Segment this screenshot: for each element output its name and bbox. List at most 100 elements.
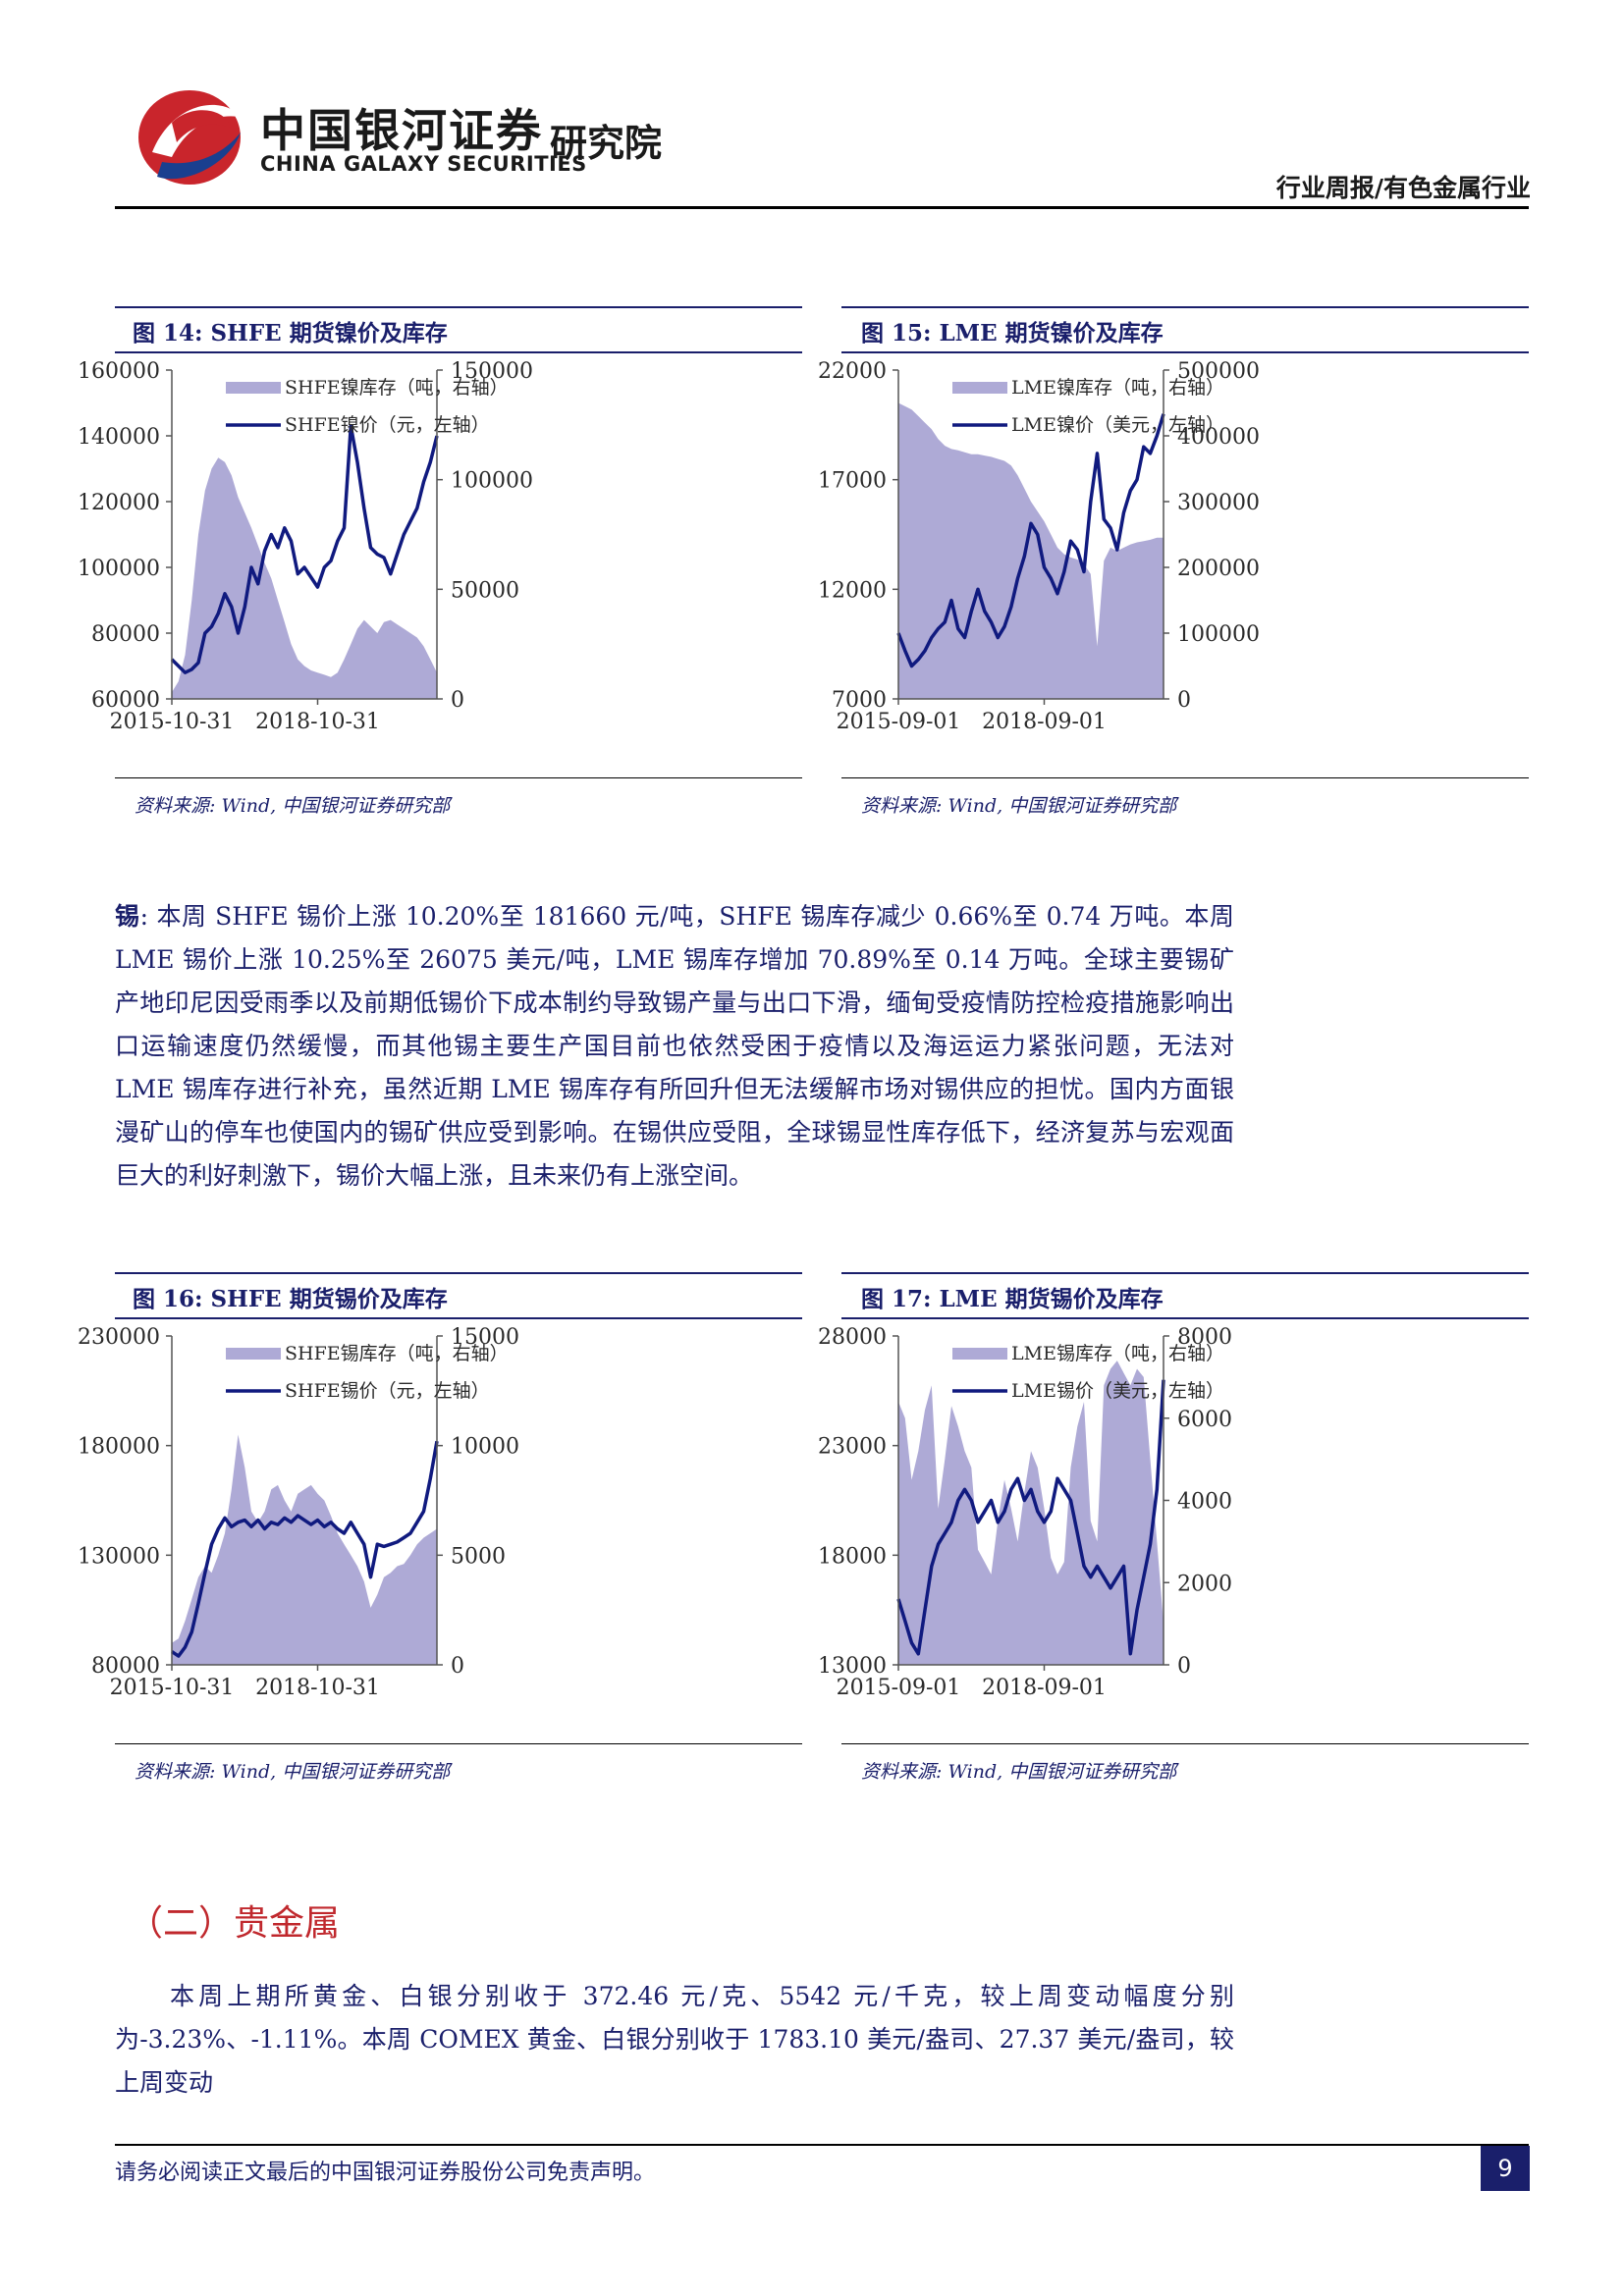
right-tick-label: 100000 [1177,622,1260,647]
legend-area-label: LME锡库存（吨，右轴） [1011,1343,1224,1364]
galaxy-logo-icon [138,90,243,185]
left-tick-label: 80000 [91,622,160,647]
fig17-bottom-rule [841,1743,1529,1744]
fig17-title-rule [841,1317,1529,1319]
tin-paragraph: 锡: 本周 SHFE 锡价上涨 10.20%至 181660 元/吨，SHFE … [115,895,1234,1198]
right-tick-label: 4000 [1177,1490,1232,1515]
inventory-area [898,402,1164,699]
left-tick-label: 13000 [818,1654,887,1679]
right-tick-label: 2000 [1177,1572,1232,1596]
left-tick-label: 7000 [832,688,887,713]
left-tick-label: 130000 [78,1544,160,1569]
tin-text: : 本周 SHFE 锡价上涨 10.20%至 181660 元/吨，SHFE 锡… [115,902,1234,1190]
fig14-chart: 160000 140000 120000 100000 80000 60000 150000… [78,359,533,734]
fig16-chart: 230000 180000 130000 80000 15000 10000 5000 0 20… [78,1325,519,1700]
legend-area-label: LME镍库存（吨，右轴） [1011,377,1224,399]
institute-name: 研究院 [550,122,663,165]
legend-area-swatch [226,382,281,394]
fig16-title-rule [115,1317,802,1319]
section-title: （二）贵金属 [128,1903,341,1944]
legend-area-swatch [226,1348,281,1360]
x-tick-label: 2018-10-31 [255,1676,380,1700]
left-tick-label: 80000 [91,1654,160,1679]
x-tick-label: 2018-09-01 [982,710,1107,734]
right-tick-label: 150000 [451,359,533,384]
left-tick-label: 230000 [78,1325,160,1350]
report-category: 行业周报/有色金属行业 [1275,174,1531,202]
legend-line-label: SHFE镍价（元，左轴） [285,414,490,436]
left-tick-label: 100000 [78,557,160,581]
left-tick-label: 140000 [78,425,160,450]
header-divider [115,206,1529,209]
company-logo: 中国银河证券 CHINA GALAXY SECURITIES 研究院 [133,83,682,191]
left-tick-label: 180000 [78,1435,160,1460]
left-tick-label: 120000 [78,491,160,515]
right-tick-label: 6000 [1177,1408,1232,1432]
brand-cn: 中国银河证券 [260,104,543,157]
left-tick-label: 18000 [818,1544,887,1569]
left-tick-label: 22000 [818,359,887,384]
fig16-top-rule [115,1272,802,1274]
right-tick-label: 100000 [451,469,533,494]
x-tick-label: 2015-10-31 [110,1676,235,1700]
right-tick-label: 0 [451,1654,464,1679]
fig14-title-rule [115,351,802,353]
left-tick-label: 17000 [818,469,887,494]
price-line [170,424,439,674]
x-tick-label: 2015-10-31 [110,710,235,734]
page-number: 9 [1481,2146,1530,2191]
left-tick-label: 160000 [78,359,160,384]
precious-paragraph: 本周上期所黄金、白银分别收于 372.46 元/克、5542 元/千克，较上周变… [115,1982,1234,2097]
right-tick-label: 200000 [1177,557,1260,581]
left-tick-label: 12000 [818,578,887,603]
fig15-bottom-rule [841,777,1529,778]
right-tick-label: 500000 [1177,359,1260,384]
legend-area-label: SHFE镍库存（吨，右轴） [285,377,509,399]
price-line [896,413,1165,668]
tin-lead: 锡 [115,902,140,931]
fig17-source: 资料来源: Wind, 中国银河证券研究部 [861,1761,1177,1783]
right-tick-label: 50000 [451,578,519,603]
right-tick-label: 15000 [451,1325,519,1350]
fig17-top-rule [841,1272,1529,1274]
fig14-source: 资料来源: Wind, 中国银河证券研究部 [135,795,451,817]
price-line [896,1379,1165,1656]
fig15-top-rule [841,306,1529,308]
legend-line-label: SHFE锡价（元，左轴） [285,1380,490,1402]
left-tick-label: 60000 [91,688,160,713]
right-tick-label: 400000 [1177,425,1260,450]
fig15-chart: 22000 17000 12000 7000 500000 400000 300000 200… [818,359,1260,734]
legend-area-swatch [952,1348,1007,1360]
x-tick-label: 2018-09-01 [982,1676,1107,1700]
left-tick-label: 28000 [818,1325,887,1350]
x-tick-label: 2015-09-01 [837,710,961,734]
fig15-title-rule [841,351,1529,353]
fig15-title: 图 15: LME 期货镍价及库存 [861,320,1164,347]
fig16-source: 资料来源: Wind, 中国银河证券研究部 [135,1761,451,1783]
legend-line-label: LME锡价（美元，左轴） [1011,1380,1224,1402]
inventory-area [172,1434,437,1665]
right-tick-label: 10000 [451,1435,519,1460]
left-tick-label: 23000 [818,1435,887,1460]
fig16-title: 图 16: SHFE 期货锡价及库存 [133,1286,448,1312]
legend-area-label: SHFE锡库存（吨，右轴） [285,1343,509,1364]
brand-en: CHINA GALAXY SECURITIES [260,152,587,176]
footer-disclaimer: 请务必阅读正文最后的中国银河证券股份公司免责声明。 [115,2161,656,2185]
fig16-bottom-rule [115,1743,802,1744]
legend-line-label: LME镍价（美元，左轴） [1011,414,1224,436]
right-tick-label: 0 [1177,1654,1191,1679]
x-tick-label: 2015-09-01 [837,1676,961,1700]
inventory-area [172,457,437,699]
right-tick-label: 0 [451,688,464,713]
fig17-title: 图 17: LME 期货锡价及库存 [861,1286,1164,1312]
right-tick-label: 5000 [451,1544,506,1569]
fig14-title: 图 14: SHFE 期货镍价及库存 [133,320,448,347]
footer-divider [115,2144,1529,2146]
fig15-source: 资料来源: Wind, 中国银河证券研究部 [861,795,1177,817]
right-tick-label: 300000 [1177,491,1260,515]
legend-area-swatch [952,382,1007,394]
price-line [171,1440,439,1658]
fig14-bottom-rule [115,777,802,778]
fig14-top-rule [115,306,802,308]
right-tick-label: 0 [1177,688,1191,713]
